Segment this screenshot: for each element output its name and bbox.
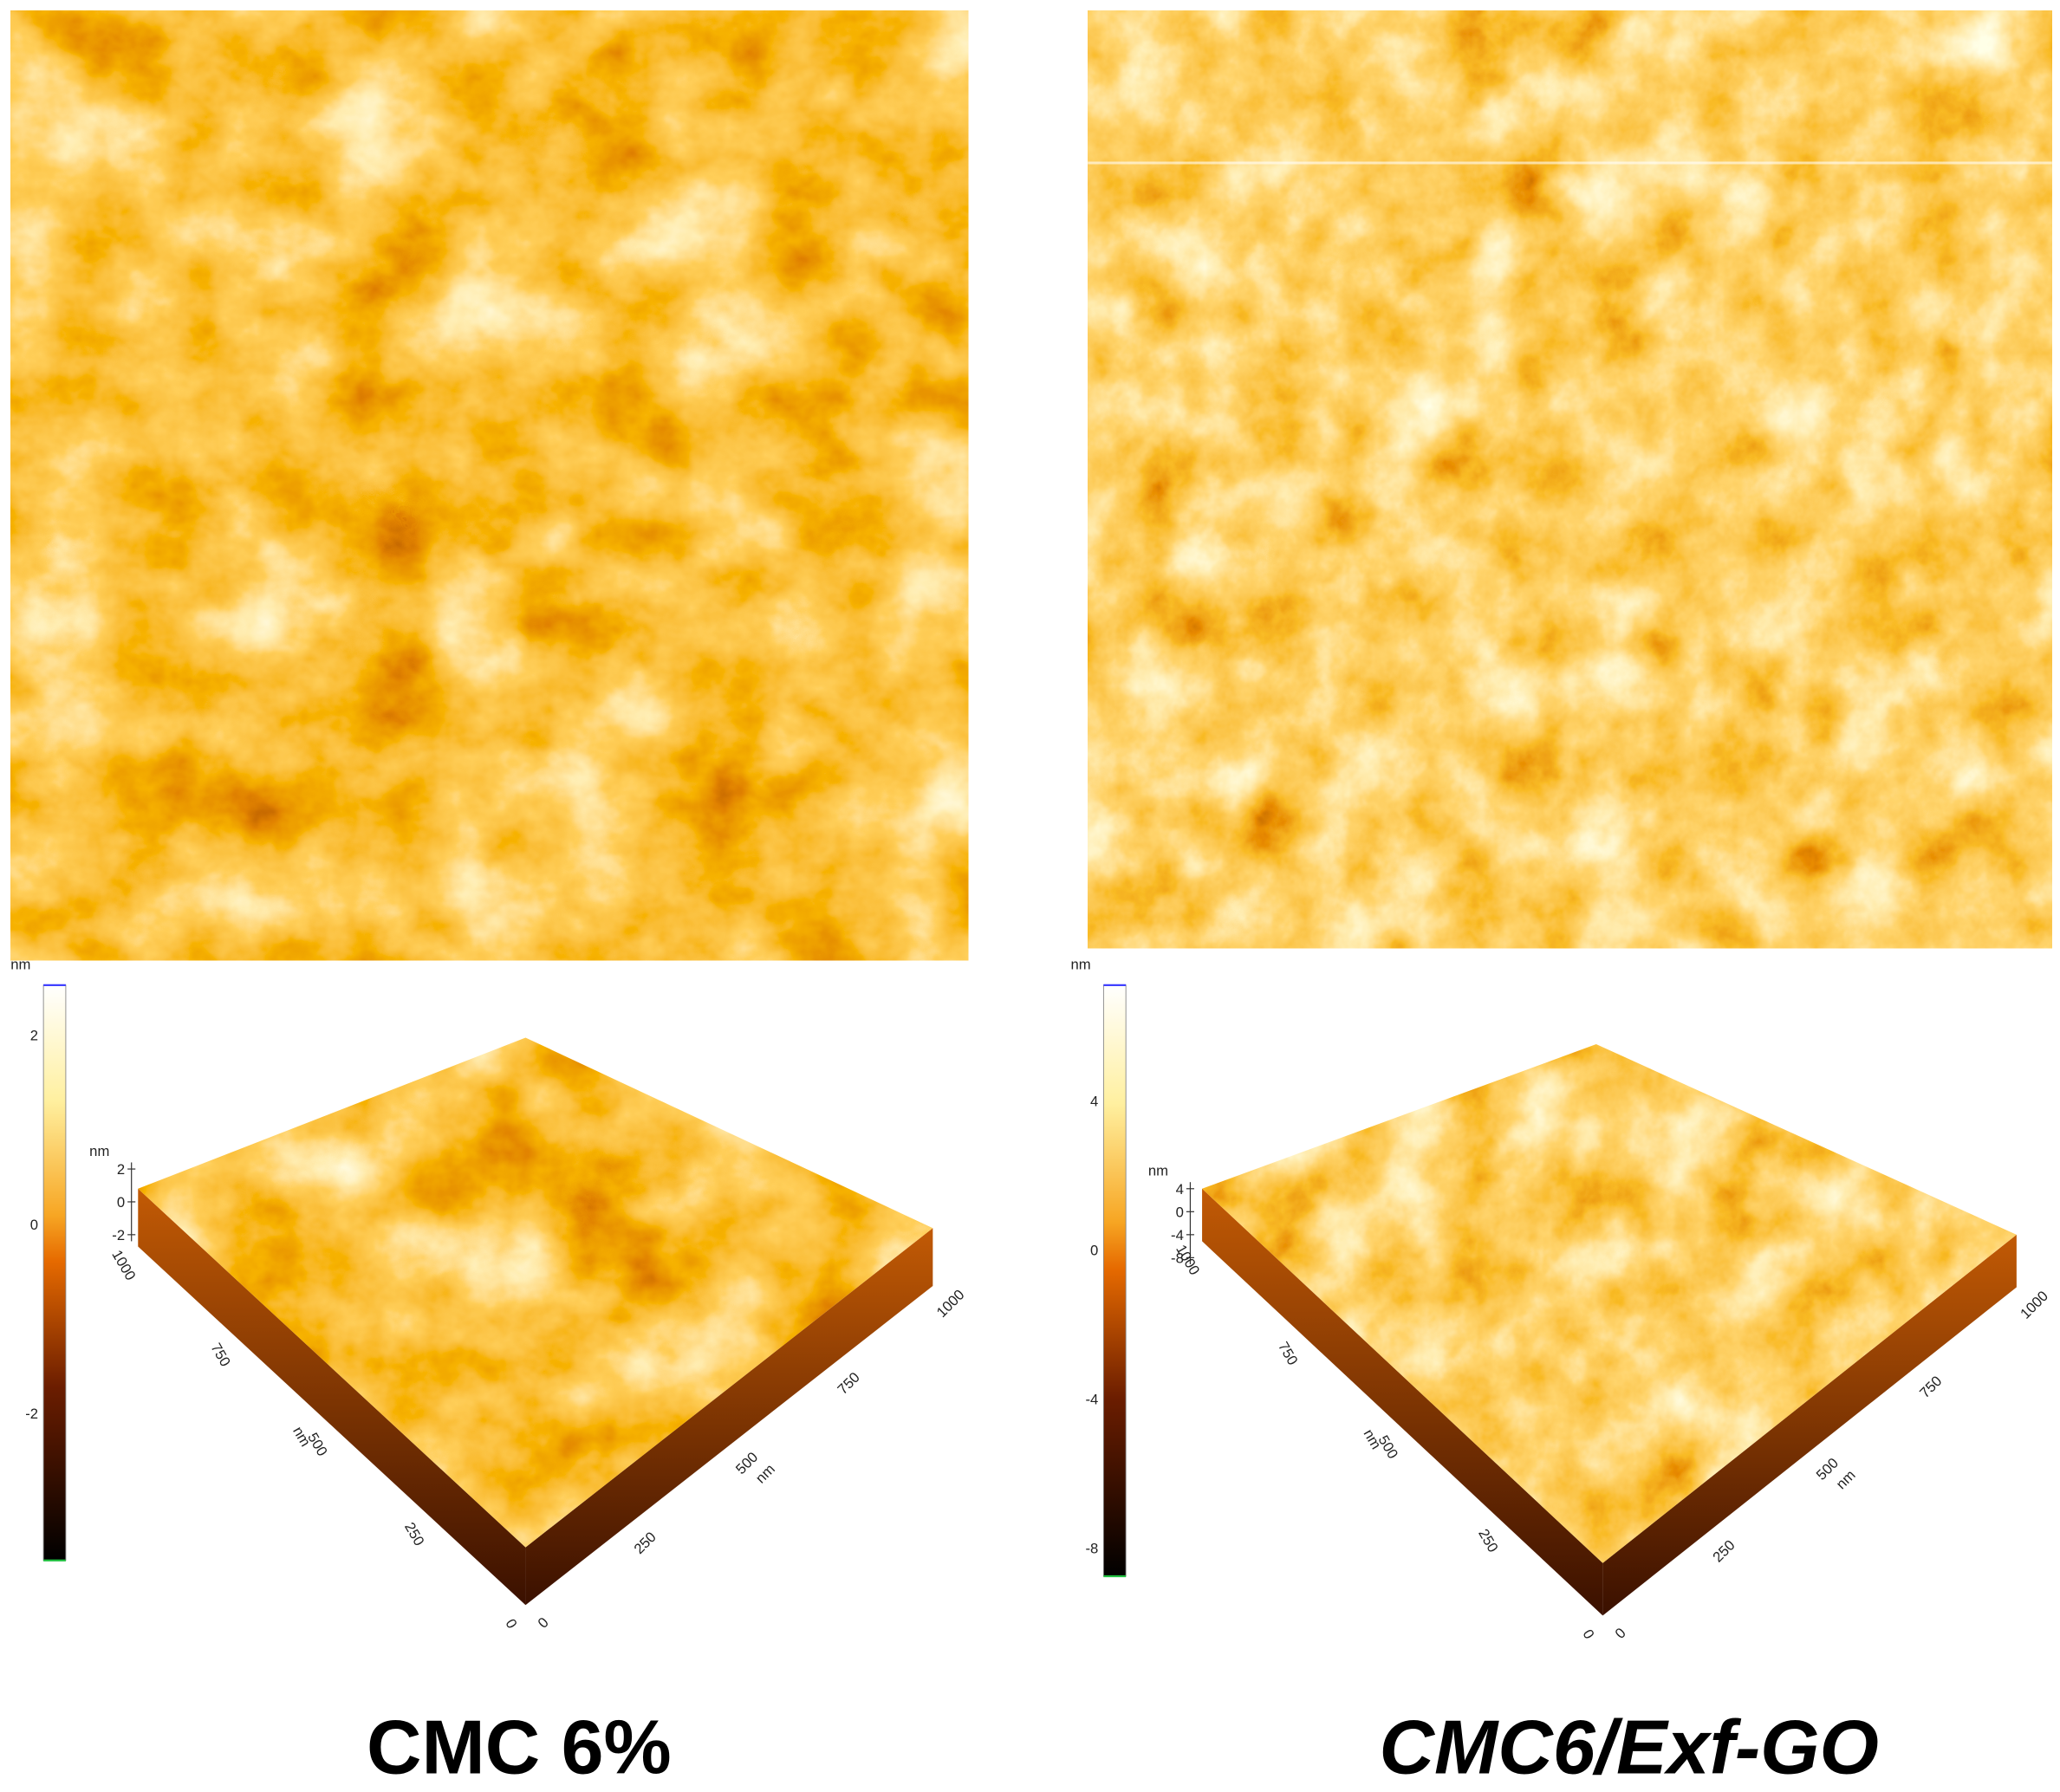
colorbar-unit: nm (1070, 957, 1090, 973)
colorbar-tick-label: 0 (1090, 1242, 1098, 1258)
x-axis-tick-label: 250 (1710, 1537, 1738, 1566)
y-axis-tick-label: 0 (502, 1616, 520, 1632)
z-tick-label: 0 (117, 1194, 125, 1211)
colorbar-tick-label: 2 (30, 1028, 38, 1044)
z-tick-label: 0 (1176, 1204, 1184, 1220)
z-tick-label: -4 (1171, 1227, 1184, 1243)
afm-height-image (10, 10, 969, 961)
z-tick-label: 2 (117, 1161, 125, 1178)
z-tick-label: -8 (1171, 1250, 1184, 1266)
y-axis-tick-label: 750 (1275, 1339, 1301, 1368)
x-axis-tick-label: 750 (835, 1369, 863, 1398)
colorbar-tick-label: -8 (1086, 1540, 1099, 1556)
x-axis-tick-label: 0 (535, 1614, 552, 1632)
panel-caption: CMC 6% (367, 1704, 672, 1788)
x-axis-tick-label: 250 (631, 1529, 660, 1557)
surface-side (525, 1228, 933, 1606)
x-axis-tick-label: 750 (1916, 1373, 1945, 1401)
colorbar-tick-label: -2 (25, 1406, 38, 1422)
colorbar-unit: nm (10, 957, 30, 973)
z-tick-label: 4 (1176, 1181, 1184, 1198)
colorbar (42, 984, 67, 1562)
y-axis-tick-label: 1000 (108, 1247, 139, 1283)
y-axis-tick-label: 0 (1579, 1626, 1597, 1642)
z-axis-unit: nm (1148, 1163, 1168, 1179)
surface-top (138, 1037, 933, 1548)
surface-side (1202, 1188, 1603, 1616)
colorbar (1102, 984, 1127, 1577)
colorbar-tick-label: 4 (1090, 1093, 1098, 1109)
y-axis-tick-label: 750 (207, 1341, 233, 1370)
colorbar-tick-label: -4 (1086, 1391, 1099, 1407)
colorbar-tick-label: 0 (30, 1217, 38, 1233)
x-axis-tick-label: 0 (1612, 1625, 1629, 1642)
y-axis-tick-label: 250 (1475, 1526, 1501, 1555)
afm-height-image (1088, 10, 2052, 949)
surface-side (138, 1188, 526, 1606)
surface-side (1602, 1234, 2017, 1616)
z-axis-unit: nm (89, 1143, 109, 1159)
panel-caption: CMC6/Exf-GO (1380, 1704, 1879, 1788)
z-tick-label: -2 (112, 1227, 125, 1243)
x-axis-tick-label: 1000 (2017, 1288, 2051, 1322)
x-axis-tick-label: 1000 (933, 1287, 968, 1321)
y-axis-tick-label: 250 (401, 1520, 427, 1549)
